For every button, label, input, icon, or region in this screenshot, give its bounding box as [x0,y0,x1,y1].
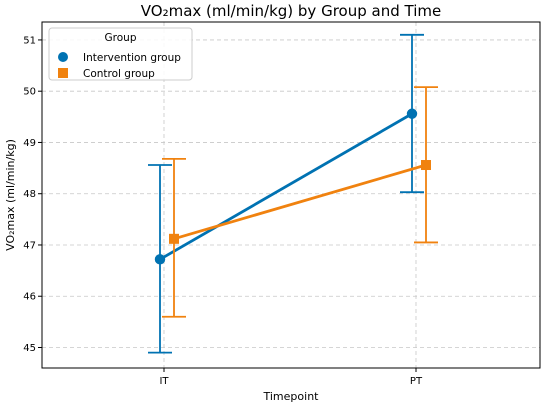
legend-label: Intervention group [83,52,181,64]
series-layer [148,33,438,354]
legend: Group Intervention group Control group [48,27,193,81]
chart-title: VO₂max (ml/min/kg) by Group and Time [141,2,441,20]
y-tick-label: 46 [23,292,36,303]
data-point [406,108,418,119]
legend-box [48,27,193,81]
legend-title: Group [105,32,137,44]
legend-label: Control group [83,68,155,80]
data-point [421,160,431,171]
series-0 [148,33,424,354]
y-tick-label: 45 [23,343,36,354]
axis-ticks: 45 46 47 48 49 50 51 IT PT [23,35,423,387]
series-line [173,163,427,241]
plot-area-frame [41,21,541,369]
y-tick-label: 49 [23,138,36,149]
series-line [159,112,413,261]
grid-lines [42,22,540,368]
y-axis-label: VO₂max (ml/min/kg) [4,139,17,251]
data-point [169,233,179,244]
legend-circle-marker [58,52,68,62]
data-point [154,254,166,265]
y-tick-label: 47 [23,240,36,251]
y-tick-label: 50 [23,87,36,98]
legend-entries: Intervention group Control group [58,52,181,80]
x-tick-label: IT [159,376,169,387]
series-1 [162,86,438,318]
x-axis-label: Timepoint [263,390,320,403]
x-tick-label: PT [410,376,423,387]
legend-square-marker [58,68,68,78]
y-tick-label: 51 [23,35,36,46]
y-tick-label: 48 [23,189,36,200]
